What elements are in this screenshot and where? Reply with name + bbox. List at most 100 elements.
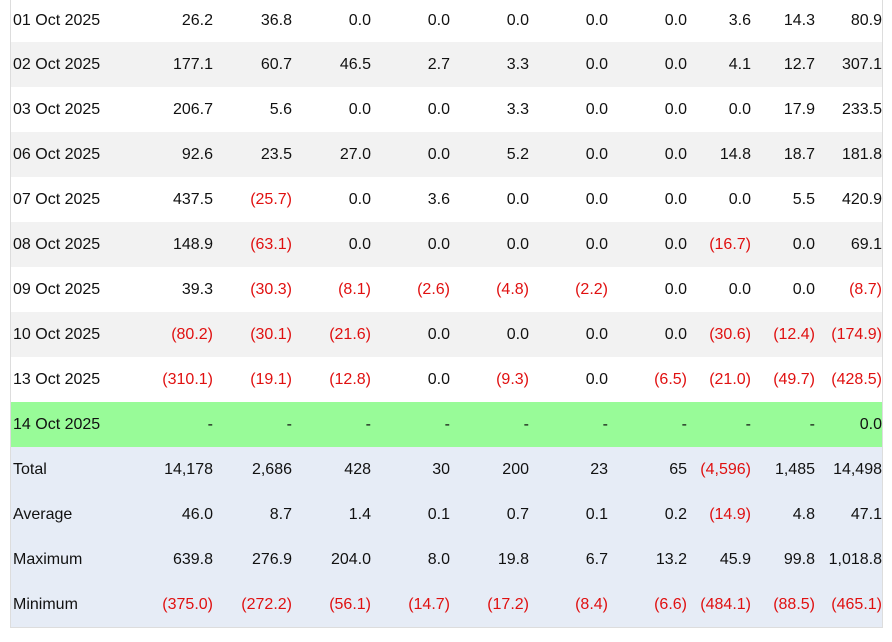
value-cell: (30.1): [213, 312, 292, 357]
value-cell: 0.0: [608, 222, 687, 267]
table-row: 09 Oct 2025 39.3 (30.3) (8.1) (2.6) (4.8) (2.2…: [11, 267, 882, 312]
value-cell: 2,686: [213, 447, 292, 492]
value-cell: 39.3: [133, 267, 213, 312]
value-cell: 0.0: [529, 357, 608, 402]
value-cell: (174.9): [815, 312, 882, 357]
value-cell: 6.7: [529, 537, 608, 582]
value-cell: 0.0: [687, 177, 751, 222]
value-cell: 60.7: [213, 42, 292, 87]
value-cell: 14.3: [751, 0, 815, 42]
value-cell: 23: [529, 447, 608, 492]
value-cell: (6.5): [608, 357, 687, 402]
value-cell: 0.2: [608, 492, 687, 537]
value-cell: 307.1: [815, 42, 882, 87]
value-cell: 0.0: [529, 87, 608, 132]
value-cell: (63.1): [213, 222, 292, 267]
value-cell: 30: [371, 447, 450, 492]
row-date: 06 Oct 2025: [11, 132, 133, 177]
value-cell: 13.2: [608, 537, 687, 582]
value-cell: -: [751, 402, 815, 447]
value-cell: 0.7: [450, 492, 529, 537]
value-cell: 0.0: [529, 132, 608, 177]
table-row: 14 Oct 2025- - - - - - - - -0.0: [11, 402, 882, 447]
table-row: 06 Oct 2025 92.6 23.5 27.0 0.0 5.2 0.0 0.0 14.8 1…: [11, 132, 882, 177]
value-cell: 0.0: [450, 177, 529, 222]
value-cell: -: [133, 402, 213, 447]
value-cell: 0.0: [815, 402, 882, 447]
value-cell: 639.8: [133, 537, 213, 582]
value-cell: 177.1: [133, 42, 213, 87]
value-cell: (30.3): [213, 267, 292, 312]
value-cell: (2.2): [529, 267, 608, 312]
value-cell: -: [687, 402, 751, 447]
value-cell: (19.1): [213, 357, 292, 402]
value-cell: 0.0: [529, 222, 608, 267]
row-date: 07 Oct 2025: [11, 177, 133, 222]
row-date: 13 Oct 2025: [11, 357, 133, 402]
value-cell: (21.6): [292, 312, 371, 357]
value-cell: (21.0): [687, 357, 751, 402]
value-cell: 0.0: [292, 0, 371, 42]
value-cell: (2.6): [371, 267, 450, 312]
value-cell: 437.5: [133, 177, 213, 222]
value-cell: 0.0: [687, 87, 751, 132]
table-row: 10 Oct 2025 (80.2) (30.1) (21.6) 0.0 0.0 0.0 0.…: [11, 312, 882, 357]
row-date: 08 Oct 2025: [11, 222, 133, 267]
value-cell: 1,485: [751, 447, 815, 492]
value-cell: 0.0: [529, 177, 608, 222]
row-date: 03 Oct 2025: [11, 87, 133, 132]
value-cell: (16.7): [687, 222, 751, 267]
value-cell: 0.0: [608, 132, 687, 177]
value-cell: 69.1: [815, 222, 882, 267]
value-cell: 5.2: [450, 132, 529, 177]
value-cell: (49.7): [751, 357, 815, 402]
value-cell: 200: [450, 447, 529, 492]
summary-row: Total 14,178 2,686 428 30 200 23 65 (4,596) 1,485…: [11, 447, 882, 492]
value-cell: (465.1): [815, 582, 882, 627]
value-cell: 0.0: [450, 312, 529, 357]
value-cell: (4,596): [687, 447, 751, 492]
value-cell: (30.6): [687, 312, 751, 357]
value-cell: (4.8): [450, 267, 529, 312]
value-cell: (310.1): [133, 357, 213, 402]
value-cell: 0.1: [529, 492, 608, 537]
value-cell: -: [213, 402, 292, 447]
value-cell: 47.1: [815, 492, 882, 537]
value-cell: 27.0: [292, 132, 371, 177]
value-cell: 0.0: [292, 177, 371, 222]
value-cell: 0.0: [292, 87, 371, 132]
value-cell: -: [292, 402, 371, 447]
value-cell: 0.0: [529, 42, 608, 87]
value-cell: 5.6: [213, 87, 292, 132]
value-cell: (9.3): [450, 357, 529, 402]
value-cell: 3.3: [450, 87, 529, 132]
value-cell: 0.0: [371, 357, 450, 402]
value-cell: 46.5: [292, 42, 371, 87]
value-cell: 0.0: [751, 267, 815, 312]
value-cell: 0.0: [371, 87, 450, 132]
value-cell: -: [371, 402, 450, 447]
value-cell: 3.3: [450, 42, 529, 87]
table-row: 08 Oct 2025 148.9 (63.1) 0.0 0.0 0.0 0.0 0.0 (16…: [11, 222, 882, 267]
value-cell: 65: [608, 447, 687, 492]
value-cell: 46.0: [133, 492, 213, 537]
summary-label: Total: [11, 447, 133, 492]
value-cell: 0.0: [608, 87, 687, 132]
value-cell: (56.1): [292, 582, 371, 627]
value-cell: (6.6): [608, 582, 687, 627]
row-date: 10 Oct 2025: [11, 312, 133, 357]
value-cell: (14.7): [371, 582, 450, 627]
value-cell: 0.0: [529, 312, 608, 357]
value-cell: 3.6: [687, 0, 751, 42]
value-cell: 23.5: [213, 132, 292, 177]
table-row: 13 Oct 2025 (310.1) (19.1) (12.8) 0.0 (9.3) 0.…: [11, 357, 882, 402]
value-cell: 0.0: [608, 0, 687, 42]
value-cell: 0.0: [450, 0, 529, 42]
value-cell: 80.9: [815, 0, 882, 42]
summary-row: Average 46.0 8.7 1.4 0.1 0.7 0.1 0.2 (14.9) 4.8 47…: [11, 492, 882, 537]
value-cell: (428.5): [815, 357, 882, 402]
value-cell: (14.9): [687, 492, 751, 537]
value-cell: 0.0: [608, 312, 687, 357]
value-cell: 8.7: [213, 492, 292, 537]
table-row: 03 Oct 2025 206.7 5.6 0.0 0.0 3.3 0.0 0.0 0.0 17.…: [11, 87, 882, 132]
